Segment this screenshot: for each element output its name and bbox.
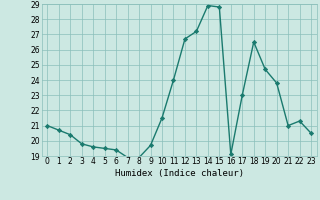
X-axis label: Humidex (Indice chaleur): Humidex (Indice chaleur)	[115, 169, 244, 178]
